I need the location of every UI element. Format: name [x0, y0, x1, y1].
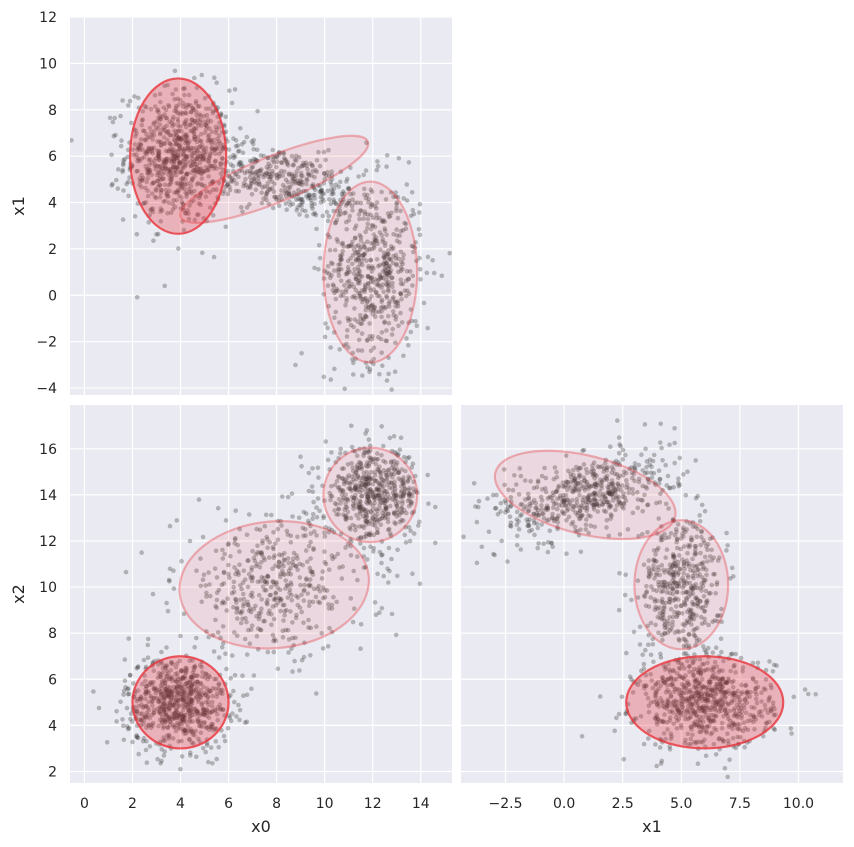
x-tick-label: −2.5 [489, 796, 523, 812]
x-tick-label: 4 [176, 796, 185, 812]
y-tick-label: 2 [48, 764, 57, 780]
confidence-ellipse [625, 655, 785, 750]
confidence-ellipse [128, 77, 228, 235]
plot-area [461, 405, 843, 783]
y-tick-label: 8 [48, 626, 57, 642]
scatter-panel-x0-vs-x2: 2 4 6 8 10 12 14 16 0 2 4 6 8 10 12 14 [39, 405, 452, 812]
scatter-panel-x0-vs-x1: −4 −2 0 2 4 6 8 10 12 [36, 10, 452, 397]
x-tick-label: 7.5 [729, 796, 751, 812]
y-tick-label: 2 [48, 242, 57, 258]
confidence-ellipse [322, 446, 419, 544]
x-axis-label-x1: x1 [642, 817, 662, 836]
y-tick-label: 10 [39, 580, 57, 596]
x-tick-label: 10.0 [783, 796, 814, 812]
y-tick-label: 4 [48, 718, 57, 734]
y-tick-label: 16 [39, 442, 57, 458]
y-axis-label-x1: x1 [9, 196, 28, 216]
confidence-ellipse [322, 180, 419, 364]
confidence-ellipse [493, 449, 677, 541]
y-tick-label: 6 [48, 149, 57, 165]
y-axis-label-x2: x2 [9, 584, 28, 604]
confidence-ellipse [178, 519, 371, 650]
confidence-ellipse [633, 519, 730, 651]
x-tick-label: 0 [80, 796, 89, 812]
x-tick-label: 14 [412, 796, 430, 812]
y-tick-label: −2 [36, 335, 57, 351]
y-tick-label: 12 [39, 534, 57, 550]
y-tick-label: 4 [48, 196, 57, 212]
plot-area [70, 17, 452, 395]
x-axis-label-x0: x0 [251, 817, 271, 836]
scatter-panel-x1-vs-x2: −2.5 0.0 2.5 5.0 7.5 10.0 [461, 405, 843, 812]
confidence-ellipse [131, 655, 230, 750]
y-tick-label: 0 [48, 288, 57, 304]
y-tick-label: 8 [48, 103, 57, 119]
x-tick-label: 8 [272, 796, 281, 812]
x-tick-label: 2.5 [612, 796, 634, 812]
x-tick-label: 0.0 [553, 796, 575, 812]
x-tick-label: 10 [316, 796, 334, 812]
x-tick-label: 6 [224, 796, 233, 812]
y-tick-label: 12 [39, 10, 57, 26]
x-tick-label: 2 [128, 796, 137, 812]
plot-area [70, 405, 452, 783]
y-tick-label: 10 [39, 56, 57, 72]
confidence-ellipse [179, 134, 370, 224]
x-tick-label: 5.0 [670, 796, 692, 812]
y-tick-label: −4 [36, 381, 57, 397]
x-tick-label: 12 [364, 796, 382, 812]
y-tick-label: 6 [48, 672, 57, 688]
y-tick-label: 14 [39, 488, 57, 504]
